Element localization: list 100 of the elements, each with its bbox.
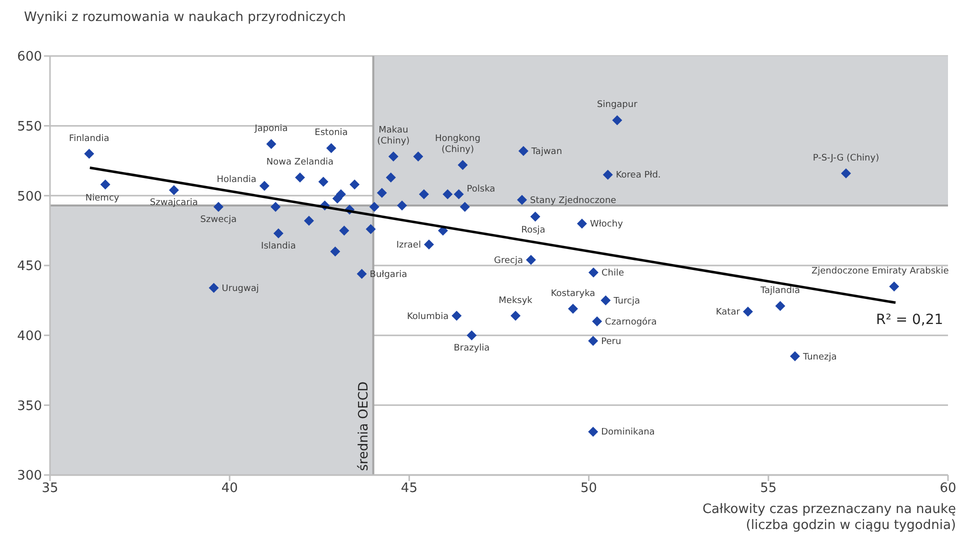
point	[588, 426, 598, 437]
point	[418, 189, 429, 200]
point	[208, 282, 219, 293]
annotation: Chile	[601, 268, 624, 278]
point	[454, 189, 464, 200]
annotation: Meksyk	[498, 296, 534, 306]
point	[100, 179, 110, 190]
point	[304, 216, 314, 226]
annotation: Szwecja	[200, 214, 237, 225]
point	[576, 218, 587, 229]
x-axis-title: Całkowity czas przeznaczany na naukę (liczba godzin w ciągu tygodnia)	[702, 502, 956, 534]
point	[397, 200, 408, 210]
x-tick-label: 35	[42, 481, 58, 496]
annotation: Tajwan	[530, 146, 562, 157]
x-tick-label: 50	[580, 481, 598, 496]
point	[518, 146, 528, 156]
annotation: Grecja	[494, 256, 523, 266]
point	[530, 212, 540, 222]
point	[273, 228, 284, 238]
point	[588, 336, 598, 346]
annotation: Kolumbia	[406, 312, 449, 322]
point	[213, 202, 224, 212]
point	[376, 188, 387, 198]
annotation: Turcja	[612, 296, 640, 306]
annotation: Niemcy	[85, 193, 120, 204]
annotation: Bułgaria	[370, 270, 408, 280]
x-tick-label: 45	[400, 481, 418, 496]
annotation: Hongkong (Chiny)	[434, 134, 480, 155]
annotation: Stany Zjednoczone	[530, 196, 617, 206]
annotation: Japonia	[254, 124, 288, 134]
annotation: Polska	[466, 184, 496, 194]
point	[790, 351, 800, 362]
x-tick-label: 40	[221, 481, 238, 496]
annotation: Finlandia	[69, 134, 110, 144]
y-tick-label: 450	[17, 259, 42, 274]
point	[452, 310, 462, 321]
point	[270, 202, 281, 212]
point	[600, 295, 611, 306]
y-tick-label: 600	[17, 50, 42, 65]
point	[356, 268, 367, 279]
ref-line-label: średnia OECD	[356, 381, 372, 471]
y-axis-title: Wyniki z rozumowania w naukach przyrodniczych	[24, 10, 346, 25]
y-tick-label: 550	[17, 119, 42, 134]
annotation: Katar	[716, 308, 740, 318]
point	[386, 172, 396, 183]
x-tick-label: 60	[940, 481, 956, 496]
annotation: Brazylia	[454, 343, 490, 354]
point	[602, 170, 613, 180]
annotation: Makau (Chiny)	[377, 126, 410, 147]
point	[742, 306, 753, 317]
y-tick-label: 400	[17, 328, 42, 344]
annotation: Tajlandia	[760, 286, 800, 296]
point	[168, 185, 179, 196]
point	[388, 152, 398, 162]
point	[466, 330, 477, 340]
point	[326, 143, 336, 154]
annotation: Kostaryka	[550, 288, 596, 299]
annotation: Korea Płd.	[616, 170, 661, 181]
annotation: Rosja	[521, 226, 546, 236]
point	[526, 254, 536, 265]
annotation: R² = 0,21	[876, 312, 944, 328]
point	[424, 240, 434, 250]
annotation: Włochy	[590, 220, 624, 230]
point	[516, 194, 527, 205]
point	[295, 172, 306, 183]
annotation: Izrael	[396, 240, 421, 251]
annotation: Nowa Zelandia	[266, 158, 334, 168]
point	[266, 138, 276, 149]
point	[339, 226, 350, 236]
point	[413, 152, 424, 162]
point	[568, 304, 578, 314]
point	[318, 176, 328, 187]
point	[460, 202, 470, 212]
x-tick-label: 55	[760, 481, 777, 496]
annotation: Singapur	[597, 100, 638, 110]
annotation: Peru	[601, 336, 622, 347]
point	[889, 281, 900, 292]
y-tick-label: 500	[17, 189, 42, 204]
point	[366, 224, 376, 234]
point	[330, 246, 340, 257]
annotation: Dominikana	[601, 428, 655, 438]
point	[588, 267, 598, 278]
point	[592, 316, 602, 326]
annotation: P-S-J-G (Chiny)	[812, 153, 880, 164]
annotation: Czarnogóra	[605, 316, 657, 328]
annotation: Zjendoczone Emiraty Arabskie	[811, 266, 950, 276]
point	[442, 189, 453, 200]
point	[350, 179, 360, 190]
point	[336, 189, 346, 200]
point	[840, 168, 851, 178]
point	[84, 148, 94, 159]
annotation: Estonia	[314, 128, 348, 138]
annotation: Urugwaj	[222, 284, 259, 294]
annotation: Tunezja	[802, 352, 837, 362]
y-tick-label: 350	[17, 398, 42, 414]
point	[369, 202, 380, 212]
point	[259, 180, 270, 191]
annotation: Holandia	[216, 174, 256, 185]
annotation: Szwajcaria	[150, 198, 198, 208]
point	[775, 301, 786, 312]
